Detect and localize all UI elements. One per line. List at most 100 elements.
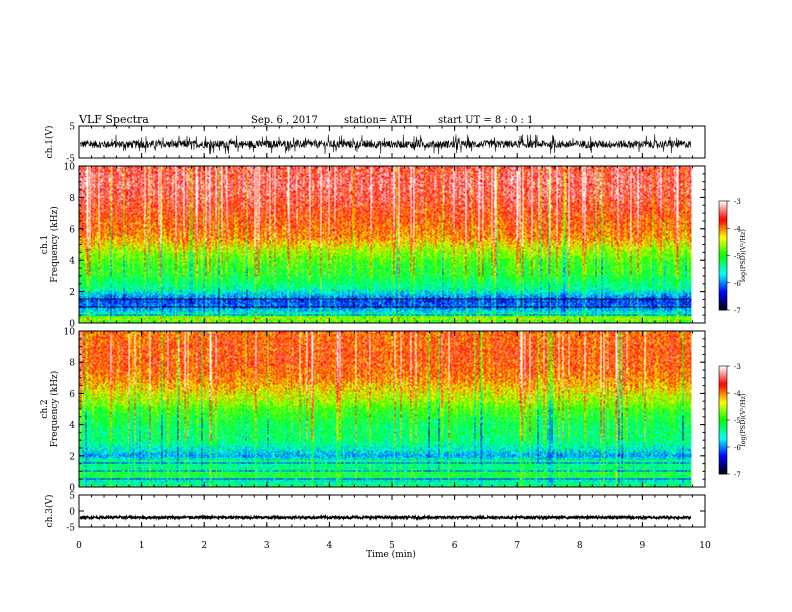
colorbar-segment <box>719 220 727 224</box>
y-tick-label: 2 <box>69 452 75 462</box>
colorbar-segment <box>719 302 727 305</box>
colorbar-segment <box>719 277 727 280</box>
y-tick-label: 0 <box>69 484 75 494</box>
colorbar-segment <box>719 394 727 397</box>
y-tick-label: 10 <box>64 328 76 338</box>
colorbar-segment <box>719 389 727 392</box>
colorbar-segment <box>719 295 727 298</box>
colorbar-segment <box>719 308 727 311</box>
colorbar-segment <box>719 246 727 249</box>
y-tick-label: 6 <box>69 225 75 235</box>
colorbar-segment <box>719 456 727 459</box>
panel-ch2-spectrogram: 0 2 4 6 8 10 ch.2Frequency (kHz) <box>40 328 706 494</box>
colorbar-segment <box>719 291 727 295</box>
colorbar-tick-label: -4 <box>734 390 741 398</box>
y-tick-label: 0 <box>69 508 75 518</box>
spectrogram-image <box>79 331 692 487</box>
colorbar-tick-label: -7 <box>734 307 741 315</box>
colorbar-segment <box>719 373 727 376</box>
colorbar-segment <box>719 418 727 421</box>
colorbar-segment <box>719 251 727 255</box>
colorbar-segment <box>719 384 727 387</box>
colorbar-segment <box>719 233 727 236</box>
colorbar-segment <box>719 427 727 430</box>
y-axis-label: ch.1(V) <box>44 126 55 159</box>
time-axis: 0 1 2 3 4 5 6 7 8 9 10 <box>76 126 711 551</box>
colorbar-segment <box>719 226 727 229</box>
colorbar-segment <box>719 286 727 289</box>
y-axis-label: ch.3(V) <box>44 495 55 528</box>
y-axis-label: ch.2Frequency (kHz) <box>40 371 60 448</box>
colorbar-segment <box>719 411 727 414</box>
x-tick-label: 5 <box>389 541 395 551</box>
y-tick-label: -5 <box>66 524 75 534</box>
colorbar-segment <box>719 396 727 399</box>
colorbar-segment <box>719 299 727 302</box>
colorbar-tick-label: -6 <box>734 280 741 288</box>
colorbar-segment <box>719 367 727 370</box>
colorbar-segment <box>719 402 727 405</box>
colorbar-segment <box>719 407 727 410</box>
colorbar-segment <box>719 465 727 468</box>
colorbar-segment <box>719 450 727 453</box>
colorbar-segment <box>719 385 727 388</box>
colorbar-tick-label: -3 <box>734 363 741 371</box>
colorbar-segment <box>719 282 727 285</box>
colorbar-segment <box>719 454 727 457</box>
colorbar-segment <box>719 430 727 433</box>
colorbar-segment <box>719 459 727 462</box>
colorbar-segment <box>719 202 727 206</box>
colorbar-segment <box>719 255 727 258</box>
colorbar-segment <box>719 231 727 235</box>
colorbar-segment <box>719 240 727 244</box>
colorbar-segment <box>719 393 727 396</box>
waveform-line <box>79 134 692 155</box>
colorbar-tick-label: -6 <box>734 444 741 452</box>
colorbar-segment <box>719 270 727 273</box>
colorbar-segment <box>719 284 727 287</box>
colorbar-segment <box>719 472 727 475</box>
colorbar-segment <box>719 235 727 238</box>
x-tick-label: 6 <box>452 541 458 551</box>
colorbar-segment <box>719 468 727 471</box>
colorbar-segment <box>719 215 727 218</box>
colorbar: -3 -4 -5 -6 -7 log(PSD)(V²/Hz) <box>718 198 747 315</box>
colorbar-segment <box>719 201 727 204</box>
colorbar-segment <box>719 439 727 442</box>
y-tick-label: 8 <box>69 194 75 204</box>
colorbar-segment <box>719 421 727 424</box>
panel-ch1-spectrogram: 0 2 4 6 8 10 ch.1Frequency (kHz) <box>40 163 706 330</box>
colorbar-segment <box>719 300 727 304</box>
colorbar-segment <box>719 387 727 390</box>
colorbar-segment <box>719 208 727 211</box>
colorbar-segment <box>719 432 727 435</box>
colorbar-segment <box>719 260 727 264</box>
x-tick-label: 3 <box>264 541 270 551</box>
colorbar-segment <box>719 230 727 233</box>
x-tick-label: 9 <box>640 541 646 551</box>
colorbar-segment <box>719 262 727 265</box>
x-tick-label: 2 <box>201 541 207 551</box>
colorbar-segment <box>719 304 727 307</box>
colorbar-segment <box>719 288 727 291</box>
colorbar-segment <box>719 452 727 455</box>
colorbar-segment <box>719 466 727 469</box>
colorbar-segment <box>719 436 727 439</box>
y-tick-label: 4 <box>69 257 75 267</box>
colorbar-segment <box>719 434 727 437</box>
figure-title: VLF Spectra <box>78 113 149 126</box>
y-tick-label: 6 <box>69 390 75 400</box>
date-label: Sep. 6 , 2017 <box>251 115 318 126</box>
colorbar-segment <box>719 448 727 451</box>
colorbar-segment <box>719 376 727 379</box>
colorbar-segment <box>719 398 727 401</box>
colorbar-segment <box>719 391 727 394</box>
waveform-line <box>79 513 692 522</box>
colorbar-segment <box>719 380 727 383</box>
colorbar-segment <box>719 219 727 222</box>
colorbar-segment <box>719 290 727 293</box>
x-tick-label: 10 <box>699 541 711 551</box>
x-tick-label: 1 <box>139 541 145 551</box>
y-tick-label: 8 <box>69 359 75 369</box>
colorbar-segment <box>719 382 727 385</box>
